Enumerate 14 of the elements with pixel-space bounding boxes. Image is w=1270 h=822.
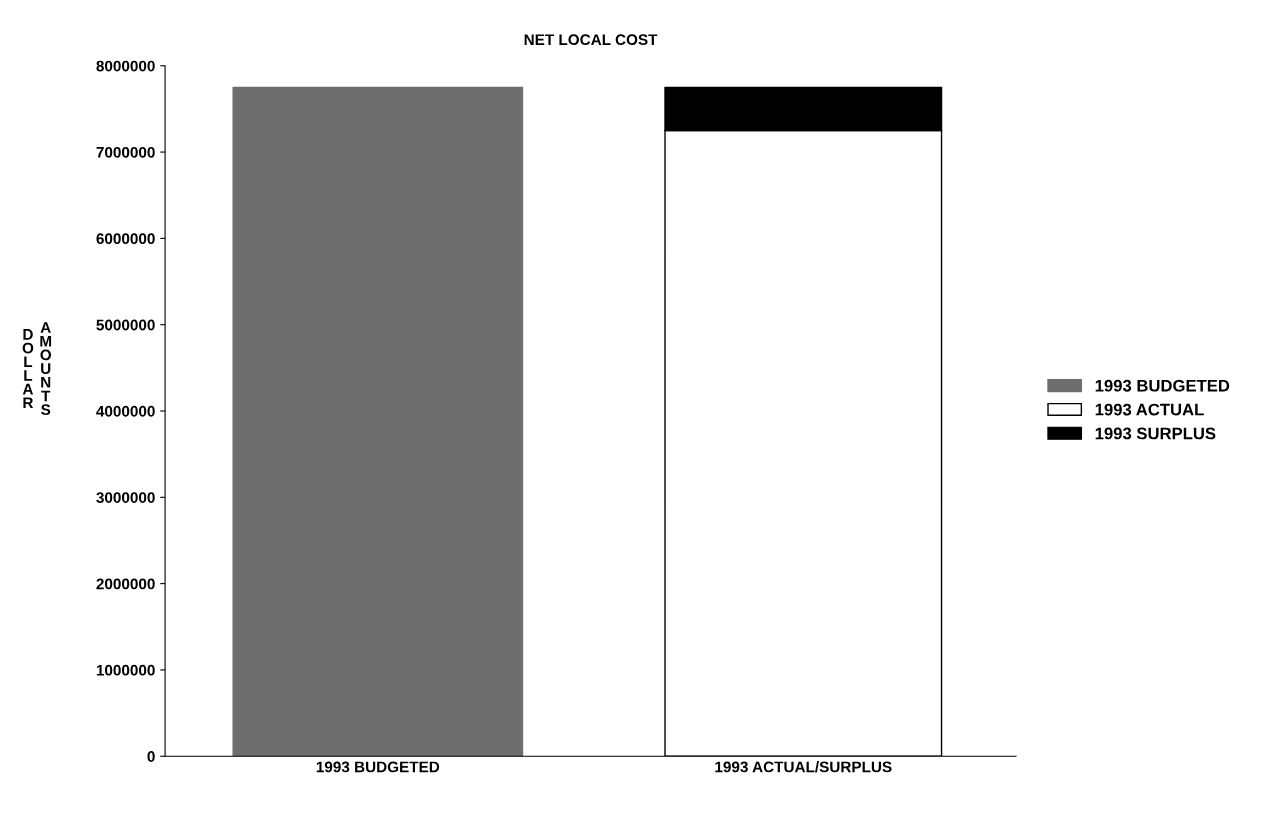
legend-label: 1993 ACTUAL — [1095, 403, 1204, 416]
y-tick-label: 1000000 — [96, 664, 155, 676]
y-tick-label: 4000000 — [96, 405, 155, 417]
y-tick-label: 6000000 — [96, 233, 155, 245]
y-tick-label: 7000000 — [96, 146, 155, 158]
x-tick-label: 1993 ACTUAL/SURPLUS — [715, 761, 892, 773]
legend-label: 1993 SURPLUS — [1095, 427, 1216, 440]
y-tick-label: 3000000 — [96, 492, 155, 504]
y-tick-label: 8000000 — [96, 60, 155, 72]
chart-title: NET LOCAL COST — [524, 34, 658, 46]
y-tick-label: 5000000 — [96, 319, 155, 331]
legend-label: 1993 BUDGETED — [1095, 379, 1230, 392]
y-tick-label: 2000000 — [96, 578, 155, 590]
y-tick-label: 0 — [147, 751, 155, 762]
